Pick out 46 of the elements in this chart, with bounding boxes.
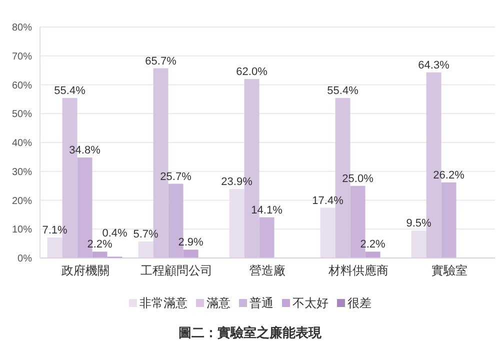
bar bbox=[441, 182, 456, 258]
y-tick-label: 30% bbox=[12, 166, 32, 178]
data-label: 17.4% bbox=[312, 194, 344, 207]
legend-label: 普通 bbox=[250, 294, 274, 312]
y-tick-label: 60% bbox=[12, 80, 32, 92]
legend-label: 不太好 bbox=[292, 294, 328, 312]
legend-label: 很差 bbox=[348, 294, 372, 312]
data-label: 65.7% bbox=[145, 55, 177, 68]
y-tick-label: 10% bbox=[12, 224, 32, 236]
x-tick-label: 營造廠 bbox=[250, 264, 286, 278]
data-label: 2.9% bbox=[178, 236, 204, 249]
x-tick-label: 實驗室 bbox=[432, 264, 468, 278]
data-label: 2.2% bbox=[360, 238, 386, 251]
data-label: 26.2% bbox=[433, 169, 465, 182]
x-tick-label: 工程顧問公司 bbox=[140, 264, 212, 278]
y-tick-label: 0% bbox=[18, 254, 32, 265]
data-label: 5.7% bbox=[133, 228, 159, 241]
bar bbox=[47, 238, 62, 258]
y-tick-label: 20% bbox=[12, 196, 32, 207]
data-label: 9.5% bbox=[406, 218, 432, 230]
data-label: 55.4% bbox=[54, 85, 86, 98]
legend-label: 非常滿意 bbox=[140, 294, 188, 312]
y-tick-label: 50% bbox=[12, 109, 32, 120]
data-label: 25.7% bbox=[160, 170, 192, 183]
data-label: 64.3% bbox=[418, 59, 450, 72]
data-label: 62.0% bbox=[236, 66, 268, 78]
data-label: 55.4% bbox=[327, 85, 359, 98]
data-label: 14.1% bbox=[251, 204, 283, 216]
bar bbox=[138, 242, 154, 258]
y-tick-label: 40% bbox=[12, 138, 32, 150]
bar bbox=[365, 252, 380, 258]
data-label: 2.2% bbox=[87, 238, 113, 251]
text: 圖二：實驗室之廉能表現 bbox=[178, 324, 322, 342]
y-tick-label: 80% bbox=[12, 22, 32, 34]
data-label: 25.0% bbox=[342, 172, 374, 185]
data-label: 0.4% bbox=[102, 228, 128, 240]
bar bbox=[183, 250, 198, 258]
x-tick-label: 材料供應商 bbox=[328, 264, 388, 278]
data-label: 23.9% bbox=[221, 176, 253, 188]
y-tick-label: 70% bbox=[12, 51, 32, 62]
legend-label: 滿意 bbox=[206, 294, 230, 312]
bar bbox=[259, 217, 274, 258]
x-tick-label: 政府機關 bbox=[62, 264, 110, 278]
data-label: 34.8% bbox=[69, 144, 101, 157]
bar bbox=[92, 252, 108, 258]
data-label: 7.1% bbox=[42, 224, 68, 236]
